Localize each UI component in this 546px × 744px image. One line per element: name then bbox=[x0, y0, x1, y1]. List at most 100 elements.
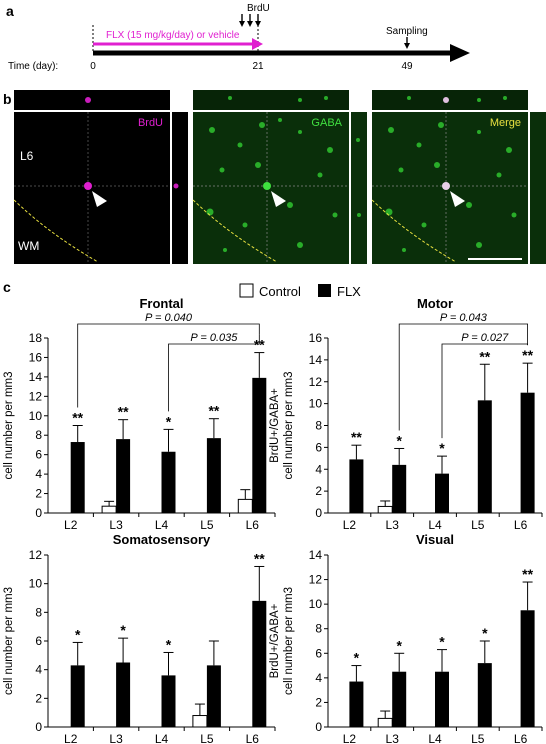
y-axis-label-line1: BrdU+/GABA+ bbox=[0, 388, 1, 463]
brdu-arrows bbox=[239, 14, 261, 27]
chart-title: Visual bbox=[416, 532, 454, 547]
flx-bar bbox=[161, 675, 176, 727]
x-tick-label: L3 bbox=[109, 518, 123, 532]
panel-b: b BrdU L6 WM bbox=[3, 90, 546, 264]
y-tick-label: 2 bbox=[315, 695, 322, 709]
timeline-arrowhead bbox=[450, 44, 470, 62]
y-tick-label: 12 bbox=[309, 375, 323, 389]
x-tick-label: L2 bbox=[343, 518, 357, 532]
x-tick-label: L2 bbox=[64, 732, 78, 744]
flx-bar bbox=[392, 671, 407, 727]
y-tick-label: 2 bbox=[35, 691, 42, 705]
time-axis-label: Time (day): bbox=[8, 61, 58, 72]
flx-bar bbox=[520, 392, 535, 513]
flx-bar bbox=[70, 442, 85, 513]
y-tick-label: 2 bbox=[35, 487, 42, 501]
chart-visual: Visual BrdU+/GABA+ cell number per mm3 0 2 4 6… bbox=[269, 532, 543, 744]
treatment-arrowhead bbox=[252, 38, 263, 50]
panel-b-label: b bbox=[3, 91, 12, 107]
p-value-label: P = 0.035 bbox=[190, 332, 238, 344]
y-tick-label: 6 bbox=[35, 634, 42, 648]
panel-c-label: c bbox=[3, 279, 11, 295]
significance-mark: * bbox=[75, 626, 81, 642]
x-tick-label: L6 bbox=[246, 518, 260, 532]
comparison-bracket bbox=[398, 323, 528, 431]
significance-mark: ** bbox=[522, 566, 533, 582]
y-tick-label: 0 bbox=[315, 720, 322, 734]
y-tick-label: 10 bbox=[29, 577, 43, 591]
y-tick-label: 4 bbox=[315, 462, 322, 476]
flx-bar bbox=[206, 665, 221, 727]
significance-mark: * bbox=[439, 440, 445, 456]
p-value-label: P = 0.043 bbox=[440, 312, 488, 324]
y-tick-label: 6 bbox=[35, 448, 42, 462]
panel-a-label: a bbox=[6, 3, 14, 19]
chart-frontal: Frontal BrdU+/GABA+cell number per mm3 0 2 4… bbox=[0, 296, 276, 532]
y-tick-label: 16 bbox=[29, 350, 43, 364]
significance-mark: * bbox=[482, 625, 488, 641]
chart-title: Somatosensory bbox=[113, 532, 211, 547]
y-tick-label: 6 bbox=[315, 440, 322, 454]
significance-mark: ** bbox=[479, 348, 490, 364]
y-tick-label: 14 bbox=[29, 370, 43, 384]
x-tick-label: L5 bbox=[200, 518, 214, 532]
y-axis-label-line2: cell number per mm3 bbox=[283, 371, 295, 479]
wm-label: WM bbox=[18, 239, 39, 253]
control-bar bbox=[192, 715, 208, 728]
brdu-label: BrdU bbox=[247, 3, 270, 14]
cell-arrowhead bbox=[92, 191, 107, 207]
x-tick-label: L6 bbox=[246, 732, 260, 744]
panel-c: c Control FLX FrontalBrdU+/GABA+cell num… bbox=[0, 279, 543, 744]
y-tick-label: 4 bbox=[315, 671, 322, 685]
flx-bar bbox=[116, 439, 131, 513]
y-tick-label: 0 bbox=[35, 506, 42, 520]
y-axis-label-line2: cell number per mm3 bbox=[283, 587, 295, 695]
flx-bar bbox=[392, 464, 407, 513]
wm-boundary-line bbox=[13, 199, 99, 263]
flx-bar bbox=[206, 438, 221, 513]
y-tick-label: 0 bbox=[315, 506, 322, 520]
significance-mark: ** bbox=[351, 429, 362, 445]
significance-mark: ** bbox=[254, 337, 265, 353]
y-tick-label: 8 bbox=[315, 622, 322, 636]
x-tick-label: L3 bbox=[386, 518, 400, 532]
x-tick-label: L4 bbox=[155, 518, 169, 532]
x-tick-label: L2 bbox=[64, 518, 78, 532]
y-axis-label-line1: BrdU+/GABA+ bbox=[269, 388, 281, 463]
y-axis-label-line1: BrdU+/GABA+ bbox=[0, 603, 1, 678]
legend-flx-label: FLX bbox=[337, 284, 361, 299]
panel-a: a FLX (15 mg/kg/day) or vehicle BrdU Sam… bbox=[6, 3, 470, 72]
x-tick-label: L3 bbox=[386, 732, 400, 744]
chart-motor: Motor BrdU+/GABA+ cell number per mm3 0 2 4 6 8… bbox=[269, 296, 543, 532]
legend-flx-swatch bbox=[318, 284, 331, 297]
flx-bar bbox=[435, 473, 449, 513]
flx-bar bbox=[477, 663, 492, 727]
y-axis-label-line1: BrdU+/GABA+ bbox=[269, 603, 281, 678]
y-tick-label: 14 bbox=[309, 548, 323, 562]
comparison-bracket bbox=[441, 343, 528, 439]
day-0-label: 0 bbox=[90, 61, 96, 72]
y-tick-label: 12 bbox=[309, 573, 323, 587]
day-21-label: 21 bbox=[252, 61, 264, 72]
y-tick-label: 16 bbox=[309, 331, 323, 345]
flx-bar bbox=[477, 400, 492, 513]
brdu-image: BrdU L6 WM bbox=[13, 90, 188, 264]
legend-control-label: Control bbox=[259, 284, 301, 299]
comparison-bracket bbox=[168, 334, 260, 412]
y-tick-label: 10 bbox=[29, 409, 43, 423]
significance-mark: ** bbox=[118, 404, 129, 420]
treatment-label: FLX (15 mg/kg/day) or vehicle bbox=[106, 30, 240, 41]
flx-bar bbox=[520, 610, 535, 727]
y-tick-label: 8 bbox=[35, 428, 42, 442]
significance-mark: * bbox=[166, 636, 172, 652]
significance-mark: ** bbox=[72, 410, 83, 426]
significance-mark: * bbox=[166, 413, 172, 429]
p-value-label: P = 0.040 bbox=[145, 312, 193, 324]
significance-mark: * bbox=[120, 622, 126, 638]
y-tick-label: 10 bbox=[309, 397, 323, 411]
flx-bar bbox=[435, 671, 449, 727]
y-tick-label: 6 bbox=[315, 646, 322, 660]
y-tick-label: 18 bbox=[29, 331, 43, 345]
merge-image: Merge bbox=[371, 90, 546, 264]
